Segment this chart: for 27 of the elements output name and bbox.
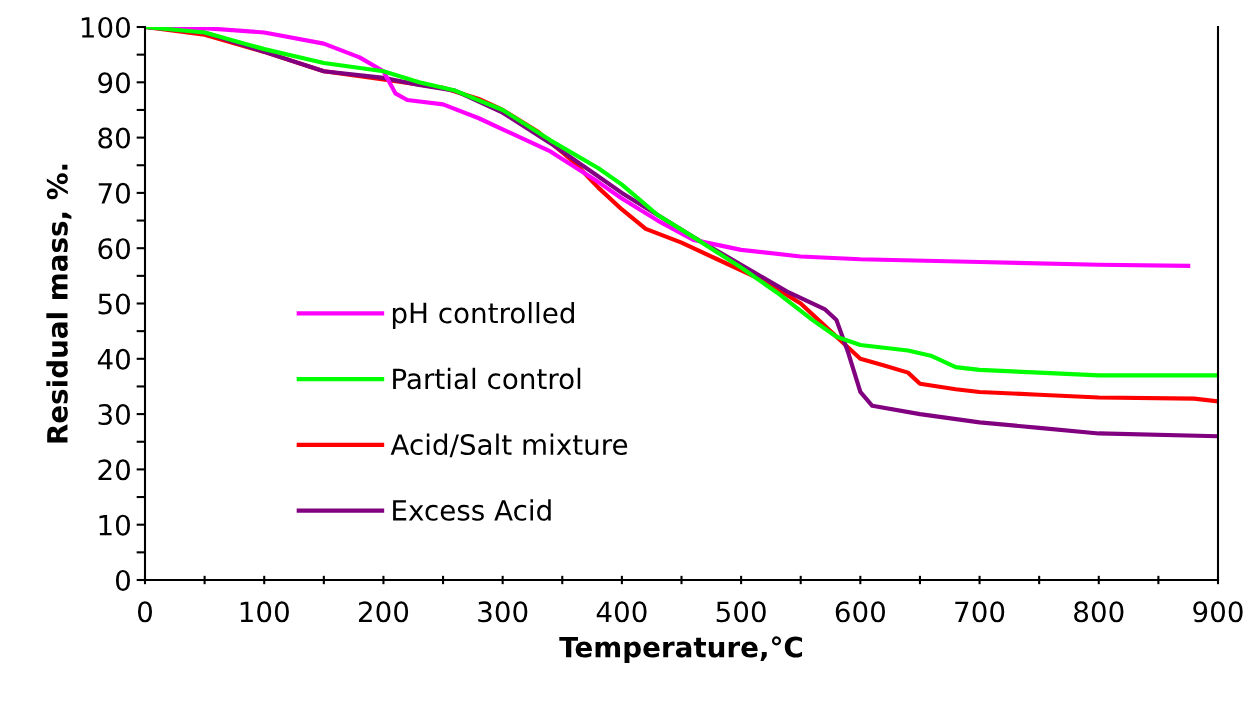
- x-tick-label: 600: [835, 601, 885, 623]
- legend-label: Partial control: [393, 367, 581, 390]
- legend-label: Acid/Salt mixture: [390, 433, 628, 458]
- y-tick-label: 50: [98, 293, 130, 315]
- legend-label: pH controlled: [392, 302, 574, 329]
- y-tick-label: 30: [98, 404, 130, 426]
- x-tick-label: 300: [478, 601, 528, 623]
- x-tick-label: 0: [137, 601, 152, 623]
- x-tick-label: 500: [716, 601, 766, 623]
- y-tick-label: 80: [98, 127, 130, 149]
- y-tick-label: 10: [99, 514, 130, 536]
- x-axis-title: Temperature,°C: [559, 636, 803, 663]
- y-tick-label: 40: [97, 348, 130, 370]
- y-tick-label: 0: [115, 569, 130, 591]
- y-tick-label: 20: [98, 459, 130, 481]
- y-tick-label: 60: [98, 238, 130, 260]
- x-tick-label: 100: [240, 601, 289, 623]
- y-axis-title: Residual mass, %.: [46, 164, 72, 443]
- y-tick-label: 70: [98, 182, 130, 204]
- x-tick-label: 700: [955, 601, 1005, 623]
- x-tick-label: 200: [358, 601, 409, 623]
- y-tick-label: 100: [81, 16, 130, 38]
- x-tick-label: 900: [1193, 601, 1243, 623]
- x-tick-label: 800: [1074, 601, 1124, 623]
- x-tick-label: 400: [596, 601, 647, 623]
- y-tick-label: 90: [98, 72, 130, 94]
- legend-label: Excess Acid: [393, 499, 551, 521]
